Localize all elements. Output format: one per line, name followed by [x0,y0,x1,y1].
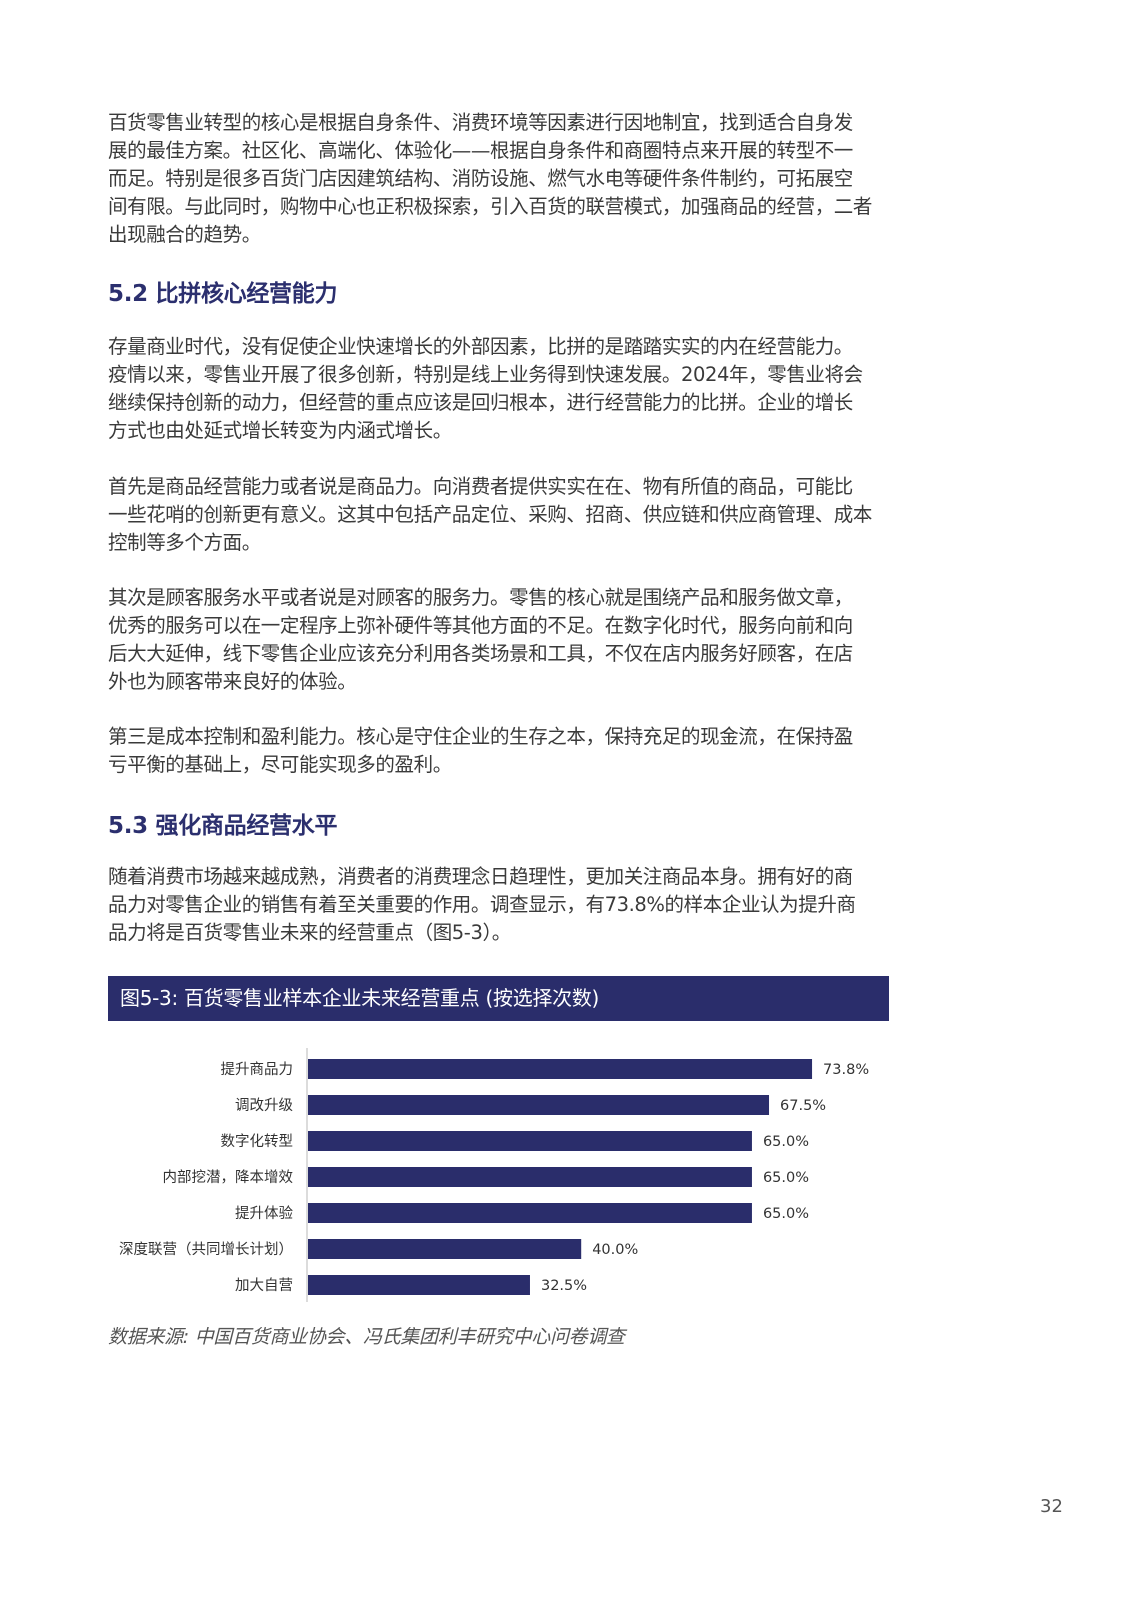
bar [308,1167,752,1187]
value-label: 65.0% [763,1170,809,1186]
text-line: 品力对零售企业的销售有着至关重要的作用。调查显示，有73.8%的样本企业认为提升… [108,893,856,916]
category-label: 调改升级 [235,1097,293,1114]
bar [308,1239,582,1259]
text-line: 继续保持创新的动力，但经营的重点应该是回归根本，进行经营能力的比拼。企业的增长 [108,391,853,414]
section-heading-5-2: 5.2 比拼核心经营能力 [108,281,338,307]
figure-title-banner: 图5-3: 百货零售业样本企业未来经营重点 (按选择次数) [108,976,889,1021]
category-label: 提升体验 [235,1205,293,1222]
text-line: 百货零售业转型的核心是根据自身条件、消费环境等因素进行因地制宜，找到适合自身发 [108,111,853,134]
category-label: 深度联营（共同增长计划） [119,1241,293,1258]
paragraph-cost-control: 第三是成本控制和盈利能力。核心是守住企业的生存之本，保持充足的现金流，在保持盈亏… [108,723,918,779]
text-line: 出现融合的趋势。 [108,223,261,246]
text-line: 首先是商品经营能力或者说是商品力。向消费者提供实实在在、物有所值的商品，可能比 [108,475,853,498]
text-line: 控制等多个方面。 [108,531,261,554]
value-label: 73.8% [823,1062,869,1078]
text-line: 亏平衡的基础上，尽可能实现多的盈利。 [108,753,452,776]
category-label: 数字化转型 [221,1133,294,1150]
bar-chart: 提升商品力 73.8% 调改升级 67.5% 数字化转型 65.0% 内部挖潜，降本增效 65… [119,1048,869,1302]
text-line: 而足。特别是很多百货门店因建筑结构、消防设施、燃气水电等硬件条件制约，可拓展空 [108,167,853,190]
text-line: 随着消费市场越来越成熟，消费者的消费理念日趋理性，更加关注商品本身。拥有好的商 [108,865,853,888]
paragraph-5-3-intro: 随着消费市场越来越成熟，消费者的消费理念日趋理性，更加关注商品本身。拥有好的商品… [108,863,918,947]
page-number: 32 [1040,1496,1063,1517]
bar [308,1131,752,1151]
paragraph-5-2-intro: 存量商业时代，没有促使企业快速增长的外部因素，比拼的是踏踏实实的内在经营能力。疫… [108,333,918,445]
bar [308,1203,752,1223]
text-line: 品力将是百货零售业未来的经营重点（图5-3）。 [108,921,511,944]
value-label: 65.0% [763,1134,809,1150]
data-source-note: 数据来源: 中国百货商业协会、冯氏集团利丰研究中心问卷调查 [108,1326,625,1348]
paragraph-service-capability: 其次是顾客服务水平或者说是对顾客的服务力。零售的核心就是围绕产品和服务做文章， 优… [108,584,918,696]
text-line: 其次是顾客服务水平或者说是对顾客的服务力。零售的核心就是围绕产品和服务做文章， [108,586,853,609]
section-heading-5-3: 5.3 强化商品经营水平 [108,813,338,839]
bar [308,1095,770,1115]
value-label: 67.5% [780,1098,826,1114]
text-line: 间有限。与此同时，购物中心也正积极探索，引入百货的联营模式，加强商品的经营，二者 [108,195,873,218]
category-label: 加大自营 [235,1277,293,1294]
category-label: 提升商品力 [221,1061,294,1078]
text-line: 存量商业时代，没有促使企业快速增长的外部因素，比拼的是踏踏实实的内在经营能力。 [108,335,853,358]
bar [308,1275,530,1295]
text-line: 外也为顾客带来良好的体验。 [108,670,357,693]
value-label: 40.0% [592,1242,638,1258]
text-line: 后大大延伸，线下零售企业应该充分利用各类场景和工具，不仅在店内服务好顾客，在店 [108,642,853,665]
text-line: 一些花哨的创新更有意义。这其中包括产品定位、采购、招商、供应链和供应商管理、成本 [108,503,873,526]
value-label: 65.0% [763,1206,809,1222]
value-label: 32.5% [541,1278,587,1294]
paragraph-intro: 百货零售业转型的核心是根据自身条件、消费环境等因素进行因地制宜，找到适合自身发展… [108,109,918,249]
category-label: 内部挖潜，降本增效 [163,1169,294,1186]
text-line: 优秀的服务可以在一定程序上弥补硬件等其他方面的不足。在数字化时代，服务向前和向 [108,614,853,637]
bar [308,1059,813,1079]
text-line: 展的最佳方案。社区化、高端化、体验化——根据自身条件和商圈特点来开展的转型不一 [108,139,853,162]
text-line: 方式也由处延式增长转变为内涵式增长。 [108,419,452,442]
text-line: 疫情以来，零售业开展了很多创新，特别是线上业务得到快速发展。2024年，零售业将… [108,363,863,386]
paragraph-product-capability: 首先是商品经营能力或者说是商品力。向消费者提供实实在在、物有所值的商品，可能比一… [108,473,918,557]
text-line: 第三是成本控制和盈利能力。核心是守住企业的生存之本，保持充足的现金流，在保持盈 [108,725,853,748]
